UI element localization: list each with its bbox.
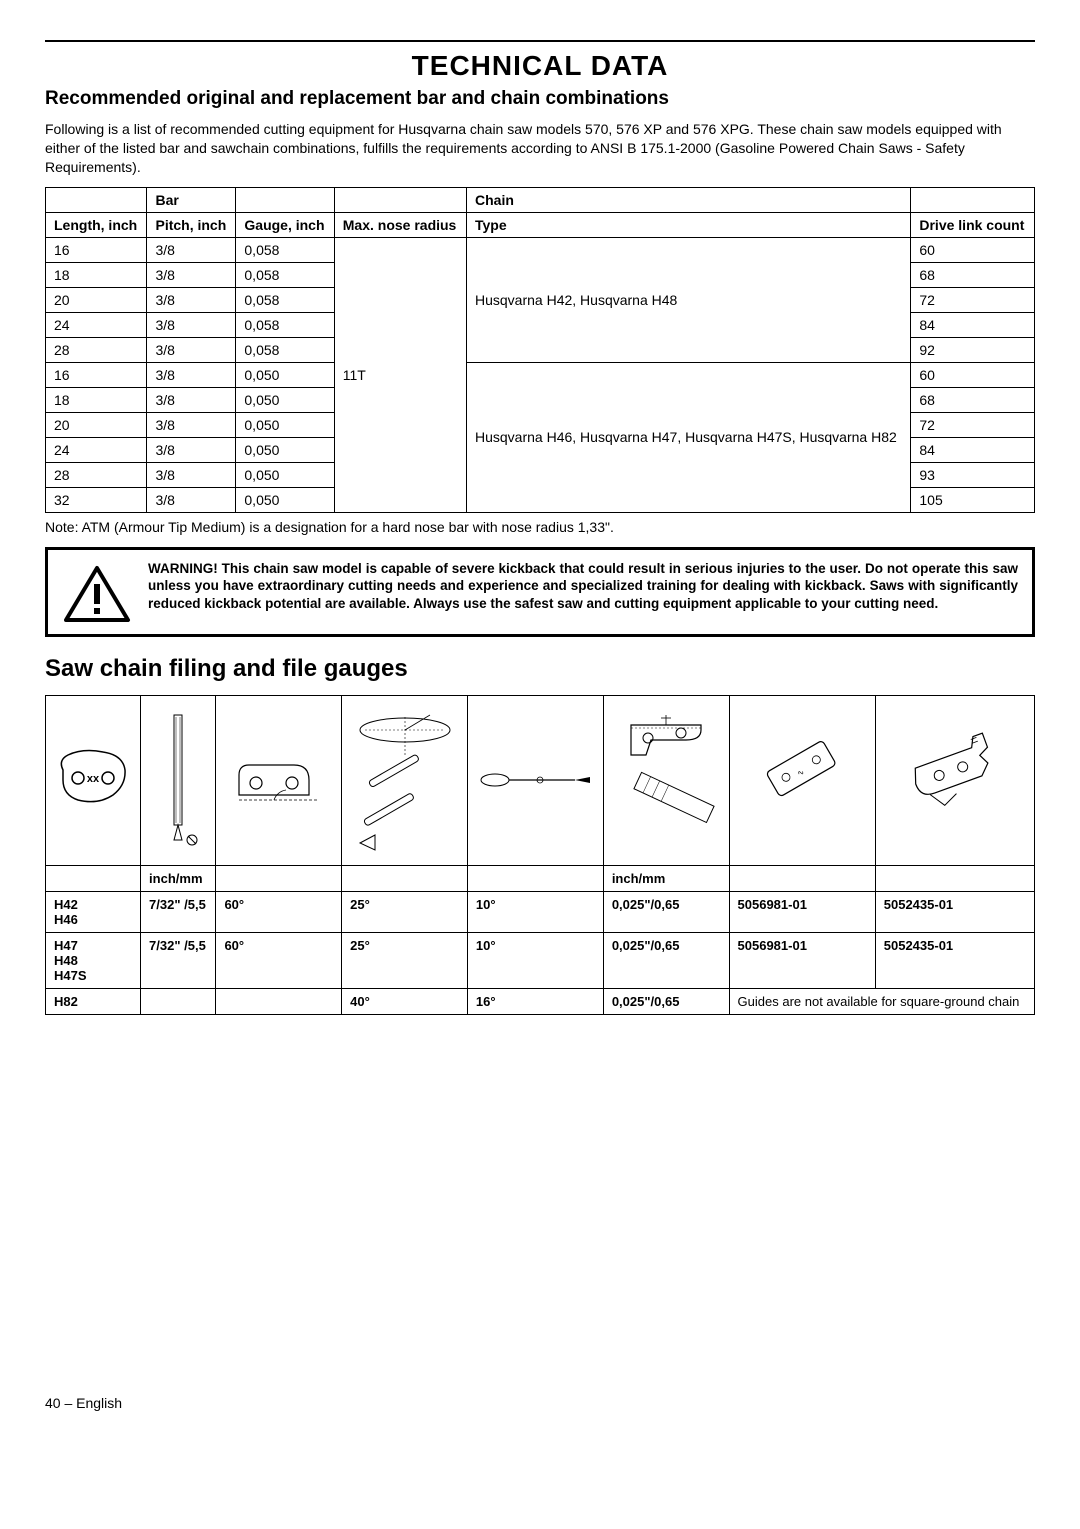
icon-side-angle — [342, 695, 468, 865]
group-chain: Chain — [467, 187, 911, 212]
section2-heading: Saw chain filing and file gauges — [45, 655, 1035, 683]
warning-icon — [62, 560, 132, 624]
type-group1: Husqvarna H42, Husqvarna H48 — [467, 237, 911, 362]
icon-filing-guide — [875, 695, 1034, 865]
hdr-pitch: Pitch, inch — [147, 212, 236, 237]
table-row: H47 H48 H47S 7/32" /5,5 60° 25° 10° 0,02… — [46, 932, 1035, 988]
section1-heading: Recommended original and replacement bar… — [45, 88, 1035, 110]
col-length-empty — [46, 187, 147, 212]
note-text: Note: ATM (Armour Tip Medium) is a desig… — [45, 519, 1035, 535]
table-row: H82 40° 16° 0,025"/0,65 Guides are not a… — [46, 988, 1035, 1014]
icon-depth-gauge — [603, 695, 729, 865]
warning-text: WARNING! This chain saw model is capable… — [148, 560, 1018, 613]
icon-chain-link: xx — [46, 695, 141, 865]
warning-label: WARNING! — [148, 561, 218, 576]
group-bar: Bar — [147, 187, 236, 212]
intro-text: Following is a list of recommended cutti… — [45, 120, 1035, 177]
warning-box: WARNING! This chain saw model is capable… — [45, 547, 1035, 637]
svg-text:xx: xx — [87, 773, 100, 785]
icon-file-angle — [467, 695, 603, 865]
page-title: TECHNICAL DATA — [45, 50, 1035, 82]
filing-table: xx — [45, 695, 1035, 1015]
icon-file-gauge: ∿ — [729, 695, 875, 865]
page-footer: 40 – English — [45, 1395, 1035, 1411]
hdr-chain-blank — [46, 865, 141, 891]
hdr-dlc: Drive link count — [911, 212, 1035, 237]
chain-label: H82 — [46, 988, 141, 1014]
chain-label: H42 H46 — [46, 891, 141, 932]
table-row: H42 H46 7/32" /5,5 60° 25° 10° 0,025"/0,… — [46, 891, 1035, 932]
icon-file-diameter — [141, 695, 216, 865]
table-row: 16 3/8 0,058 11T Husqvarna H42, Husqvarn… — [46, 237, 1035, 262]
hdr-inchmm-1: inch/mm — [141, 865, 216, 891]
nose-span: 11T — [334, 237, 466, 512]
col-nose-empty — [334, 187, 466, 212]
hdr-type: Type — [467, 212, 911, 237]
table-row: 16 3/8 0,050 Husqvarna H46, Husqvarna H4… — [46, 362, 1035, 387]
hdr-inchmm-2: inch/mm — [603, 865, 729, 891]
icon-top-angle — [216, 695, 342, 865]
hdr-nose: Max. nose radius — [334, 212, 466, 237]
no-guide-note: Guides are not available for square-grou… — [729, 988, 1034, 1014]
col-dlc-empty — [911, 187, 1035, 212]
type-group2: Husqvarna H46, Husqvarna H47, Husqvarna … — [467, 362, 911, 512]
chain-label: H47 H48 H47S — [46, 932, 141, 988]
col-gauge-empty — [236, 187, 334, 212]
svg-text:∿: ∿ — [796, 767, 806, 778]
bar-chain-table: Bar Chain Length, inch Pitch, inch Gauge… — [45, 187, 1035, 513]
hdr-gauge: Gauge, inch — [236, 212, 334, 237]
warning-body: This chain saw model is capable of sever… — [148, 561, 1018, 611]
hdr-length: Length, inch — [46, 212, 147, 237]
